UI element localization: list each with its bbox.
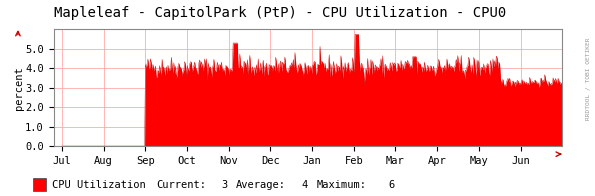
Text: 6: 6 [388, 180, 394, 190]
Text: 4: 4 [302, 180, 308, 190]
Text: Maximum:: Maximum: [317, 180, 367, 190]
Text: CPU Utilization: CPU Utilization [52, 180, 146, 190]
Text: 3: 3 [221, 180, 228, 190]
Y-axis label: percent: percent [14, 66, 24, 110]
Text: Current:: Current: [156, 180, 206, 190]
Text: Mapleleaf - CapitolPark (PtP) - CPU Utilization - CPU0: Mapleleaf - CapitolPark (PtP) - CPU Util… [54, 6, 506, 20]
Text: RRDTOOL / TOBI OETIKER: RRDTOOL / TOBI OETIKER [585, 37, 590, 120]
Text: Average:: Average: [236, 180, 286, 190]
